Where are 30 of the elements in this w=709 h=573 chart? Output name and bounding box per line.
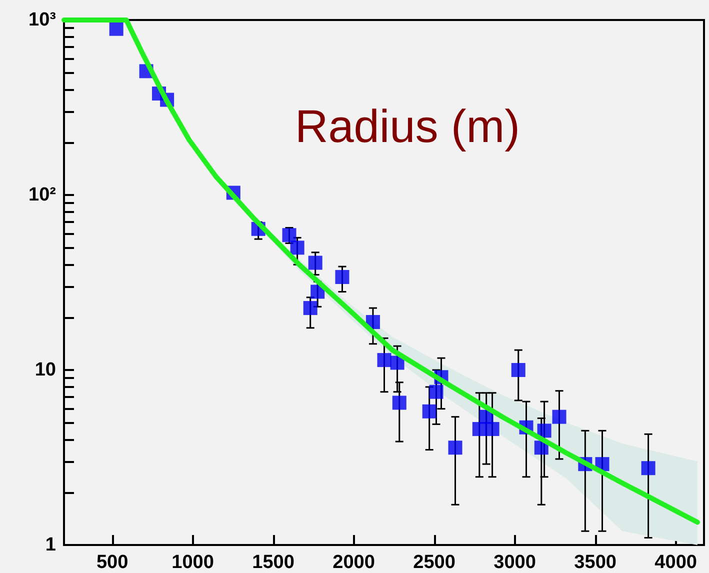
point (429, 384, 444, 399)
point (422, 404, 436, 418)
point (485, 422, 500, 436)
x-tick-label: 3000 (494, 552, 536, 573)
point (290, 240, 304, 255)
y-tick-label: 10 (34, 360, 56, 380)
point (390, 356, 404, 370)
x-tick-label: 2000 (332, 552, 375, 573)
x-tick-label: 1000 (172, 552, 214, 573)
point (511, 363, 526, 377)
point (109, 22, 124, 36)
point (537, 424, 552, 438)
x-tick-label: 3500 (574, 552, 616, 573)
y-tick-label: 10² (28, 184, 56, 206)
text: Radius (m) (295, 100, 520, 152)
point (335, 270, 350, 284)
y-tick-label: 10³ (28, 10, 56, 30)
y-tick-label: 1 (45, 534, 56, 556)
point (552, 410, 566, 424)
x-tick-label: 2500 (413, 552, 456, 573)
point (392, 396, 406, 410)
x-tick-label: 500 (96, 552, 128, 573)
point (282, 228, 296, 242)
x-tick-label: 4000 (654, 552, 697, 573)
point (641, 461, 656, 476)
x-tick-label: 1500 (252, 552, 294, 573)
point (303, 301, 318, 316)
point (377, 353, 392, 368)
point (308, 256, 322, 270)
point (448, 440, 462, 455)
